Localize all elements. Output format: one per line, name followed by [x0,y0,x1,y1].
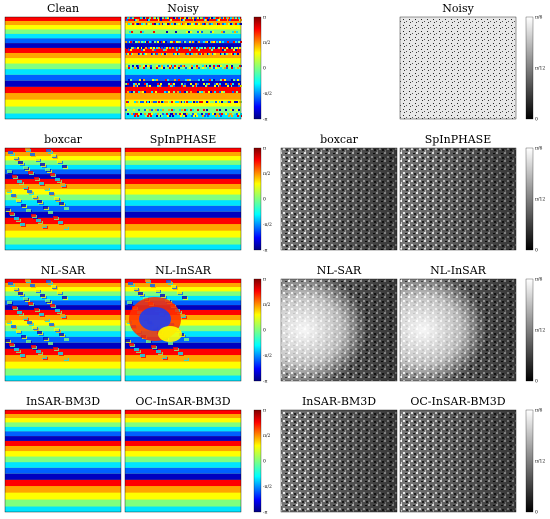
phase-tick-label: π/2 [263,433,270,439]
phase-tick-label: -π [263,118,268,123]
coherence-tick-label: 0 [535,510,538,516]
panel-title: SpInPHASE [425,133,492,146]
phase-tick-label: π/2 [263,171,270,177]
panel-title: Clean [47,2,79,15]
panel-noisy-phase: Noisy [124,2,242,120]
panel-title: boxcar [320,133,359,146]
panel-title: Noisy [167,2,199,15]
panel-spinphase-phase: SpInPHASE [124,133,242,251]
panel-nlsar-phase: NL-SAR [4,264,122,382]
panel-clean: Clean [4,2,122,120]
phase-colorbar: π π/2 0 -π/2 -π [253,278,272,385]
panel-title: OC-InSAR-BM3D [410,395,505,408]
phase-tick-label: π/2 [263,40,270,46]
panel-title: SpInPHASE [150,133,217,146]
coherence-colorbar: π/6 π/12 0 [525,277,545,385]
coherence-tick-label: 0 [535,379,538,385]
phase-colorbar: π π/2 0 -π/2 -π [253,409,272,516]
phase-tick-label: 0 [263,328,266,334]
panel-title: NL-InSAR [155,264,212,277]
panel-nlsar-coh: NL-SAR [280,264,398,382]
panel-title: NL-SAR [317,264,362,277]
phase-tick-label: -π/2 [263,222,272,228]
phase-tick-label: π [263,278,266,283]
phase-tick-label: 0 [263,459,266,465]
coherence-tick-label: π/12 [535,66,545,72]
coherence-tick-label: 0 [535,117,538,123]
phase-tick-label: -π [263,511,268,516]
coherence-colorbar: π/6 π/12 0 [525,15,545,123]
panel-ocbm3d-coh: OC-InSAR-BM3D [399,395,517,513]
coherence-tick-label: π/12 [535,197,545,203]
panel-title: InSAR-BM3D [302,395,376,408]
panel-title: boxcar [44,133,83,146]
panel-boxcar-phase: boxcar [4,133,122,251]
panel-title: InSAR-BM3D [26,395,100,408]
phase-tick-label: 0 [263,66,266,72]
phase-tick-label: -π [263,249,268,254]
phase-tick-label: π/2 [263,302,270,308]
panel-spinphase-coh: SpInPHASE [399,133,517,251]
coherence-tick-label: π/6 [535,15,542,21]
panel-boxcar-coh: boxcar [280,133,398,251]
phase-tick-label: 0 [263,197,266,203]
panel-nlinsar-phase: NL-InSAR [124,264,242,382]
coherence-tick-label: π/6 [535,146,542,152]
coherence-tick-label: π/6 [535,408,542,414]
panel-bm3d-phase: InSAR-BM3D [4,395,122,513]
coherence-tick-label: 0 [535,248,538,254]
panel-nlinsar-coh: NL-InSAR [399,264,517,382]
phase-tick-label: -π [263,380,268,385]
phase-tick-label: -π/2 [263,353,272,359]
coherence-tick-label: π/6 [535,277,542,283]
panel-noisy-coh: Noisy [399,2,517,120]
coherence-colorbar: π/6 π/12 0 [525,146,545,254]
coherence-tick-label: π/12 [535,459,545,465]
panel-bm3d-coh: InSAR-BM3D [280,395,398,513]
phase-colorbar: π π/2 0 -π/2 -π [253,147,272,254]
phase-tick-label: -π/2 [263,91,272,97]
panel-title: NL-SAR [41,264,86,277]
panel-title: Noisy [442,2,474,15]
phase-tick-label: π [263,16,266,21]
phase-colorbar: π π/2 0 -π/2 -π [253,16,272,123]
coherence-colorbar: π/6 π/12 0 [525,408,545,516]
phase-tick-label: π [263,147,266,152]
phase-tick-label: π [263,409,266,414]
panel-title: NL-InSAR [430,264,487,277]
panel-ocbm3d-phase: OC-InSAR-BM3D [124,395,242,513]
panel-title: OC-InSAR-BM3D [135,395,230,408]
coherence-tick-label: π/12 [535,328,545,334]
phase-tick-label: -π/2 [263,484,272,490]
